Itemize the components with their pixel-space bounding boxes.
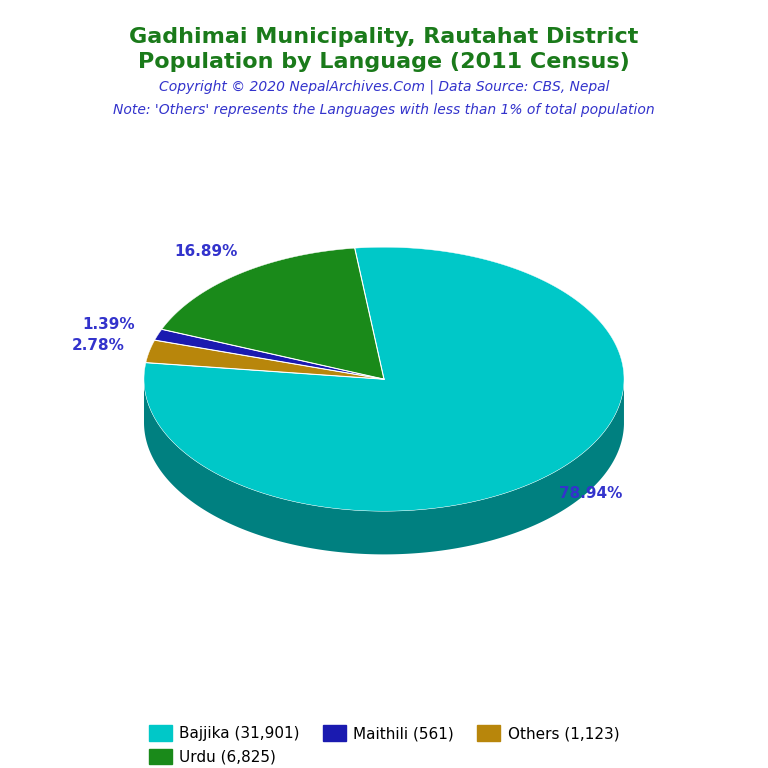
Text: Copyright © 2020 NepalArchives.Com | Data Source: CBS, Nepal: Copyright © 2020 NepalArchives.Com | Dat… <box>159 80 609 94</box>
Polygon shape <box>146 340 384 379</box>
Text: 2.78%: 2.78% <box>71 338 124 353</box>
Text: 78.94%: 78.94% <box>559 486 622 501</box>
Text: 16.89%: 16.89% <box>174 243 238 259</box>
Polygon shape <box>144 247 624 511</box>
Polygon shape <box>162 248 384 379</box>
Polygon shape <box>154 329 384 379</box>
Polygon shape <box>144 380 624 554</box>
Text: Note: 'Others' represents the Languages with less than 1% of total population: Note: 'Others' represents the Languages … <box>113 103 655 117</box>
Text: 1.39%: 1.39% <box>82 317 134 333</box>
Text: Gadhimai Municipality, Rautahat District: Gadhimai Municipality, Rautahat District <box>129 27 639 47</box>
Legend: Bajjika (31,901), Urdu (6,825), Maithili (561), Others (1,123): Bajjika (31,901), Urdu (6,825), Maithili… <box>143 719 625 768</box>
Text: Population by Language (2011 Census): Population by Language (2011 Census) <box>138 52 630 72</box>
